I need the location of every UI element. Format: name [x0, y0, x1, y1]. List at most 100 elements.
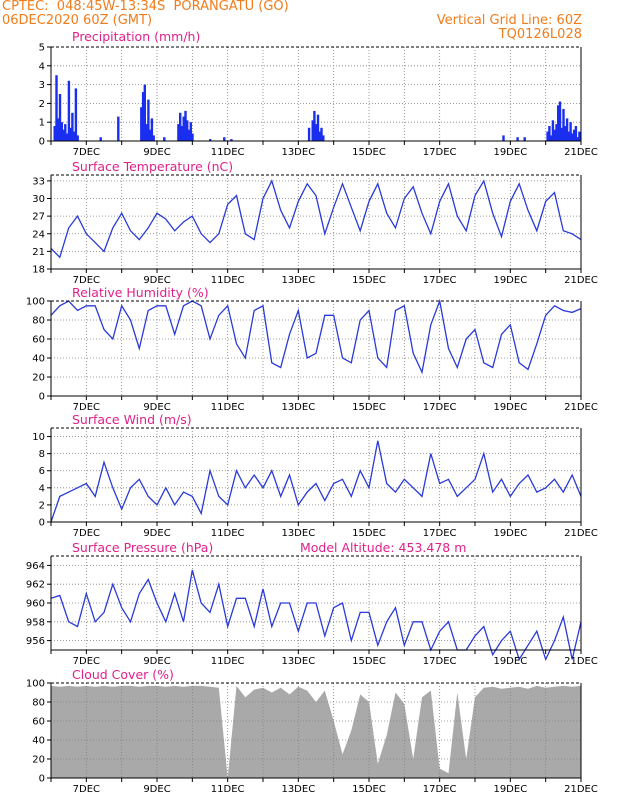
precip-bar: [548, 126, 551, 141]
precip-bar: [65, 133, 69, 141]
precip-bar: [553, 129, 556, 141]
x-tick-label: 17DEC: [423, 656, 457, 667]
x-tick-label: 19DEC: [493, 656, 527, 667]
model-altitude-label: Model Altitude: 453.478 m: [300, 540, 466, 555]
precip-bar: [516, 137, 519, 141]
precip-bar: [140, 107, 143, 141]
header-model-code: TQ0126L028: [498, 27, 582, 42]
x-tick-label: 15DEC: [352, 275, 386, 286]
precip-bar: [558, 101, 562, 141]
y-tick-label: 4: [39, 61, 45, 72]
x-tick-label: 17DEC: [423, 528, 457, 539]
x-tick-label: 7DEC: [73, 275, 100, 286]
precip-bar: [546, 131, 549, 141]
y-tick-label: 10: [32, 432, 45, 443]
precip-bar: [209, 139, 212, 141]
x-tick-label: 7DEC: [73, 656, 100, 667]
series-line-1: [50, 179, 582, 259]
precip-bar: [318, 131, 321, 141]
x-tick-label: 7DEC: [73, 147, 100, 158]
y-tick-label: 33: [32, 176, 45, 187]
x-tick-label: 17DEC: [423, 784, 457, 795]
precip-bar: [523, 137, 526, 141]
precip-bar: [191, 133, 194, 141]
y-tick-label: 80: [32, 316, 45, 327]
x-tick-label: 17DEC: [423, 147, 457, 158]
precip-bar: [564, 126, 567, 141]
precip-bar: [315, 124, 318, 141]
panel-title-1: Surface Temperature (nC): [72, 159, 233, 174]
precip-bar: [179, 112, 182, 141]
y-tick-label: 0: [39, 137, 45, 148]
series-line-3: [50, 440, 582, 523]
y-tick-label: 964: [26, 561, 45, 572]
y-tick-label: 0: [39, 518, 45, 529]
precip-bar: [313, 110, 316, 141]
y-tick-label: 3: [39, 80, 45, 91]
x-tick-label: 13DEC: [281, 147, 315, 158]
precip-bar: [578, 131, 581, 141]
precip-bar: [143, 84, 146, 141]
precip-bar: [316, 114, 320, 141]
precip-bar: [67, 80, 71, 141]
x-tick-label: 11DEC: [211, 275, 245, 286]
precip-bar: [311, 120, 314, 141]
y-tick-label: 20: [32, 373, 45, 384]
precip-bar: [58, 94, 62, 141]
x-tick-label: 9DEC: [143, 275, 170, 286]
x-tick-label: 11DEC: [211, 402, 245, 413]
y-tick-label: 24: [32, 229, 45, 240]
x-tick-label: 19DEC: [493, 275, 527, 286]
precip-bar: [502, 135, 505, 141]
precip-bar: [571, 133, 574, 141]
precip-bar: [223, 137, 226, 141]
precip-bar: [187, 129, 191, 141]
precip-bar: [69, 127, 72, 141]
x-tick-label: 19DEC: [493, 147, 527, 158]
precip-bar: [551, 120, 555, 141]
y-tick-label: 40: [32, 354, 45, 365]
precip-bar: [76, 135, 79, 141]
y-tick-label: 18: [32, 265, 45, 276]
y-tick-label: 27: [32, 212, 45, 223]
x-tick-label: 19DEC: [493, 528, 527, 539]
y-tick-label: 958: [26, 617, 45, 628]
x-tick-label: 13DEC: [281, 528, 315, 539]
precip-bar: [320, 127, 323, 141]
cloud-cover-area: [51, 685, 581, 778]
y-tick-label: 100: [26, 297, 45, 308]
precip-bar: [71, 112, 74, 141]
precip-bar: [148, 129, 152, 141]
precip-bar: [230, 139, 233, 141]
precip-bar: [180, 126, 184, 141]
x-tick-label: 21DEC: [564, 656, 598, 667]
x-tick-label: 11DEC: [211, 656, 245, 667]
x-tick-label: 11DEC: [211, 528, 245, 539]
x-tick-label: 17DEC: [423, 275, 457, 286]
x-tick-label: 13DEC: [281, 784, 315, 795]
y-tick-label: 4: [39, 483, 45, 494]
precip-bar: [55, 75, 58, 141]
x-tick-label: 15DEC: [352, 784, 386, 795]
precip-bar: [117, 116, 120, 141]
precip-bar: [99, 137, 102, 141]
y-tick-label: 0: [39, 774, 45, 785]
precip-bar: [182, 116, 185, 141]
x-tick-label: 9DEC: [143, 656, 170, 667]
precip-bar: [572, 129, 576, 141]
x-tick-label: 9DEC: [143, 147, 170, 158]
panel-title-5: Cloud Cover (%): [72, 667, 174, 682]
x-tick-label: 15DEC: [352, 147, 386, 158]
y-tick-label: 960: [26, 599, 45, 610]
series-line-4: [50, 569, 582, 662]
precip-bar: [555, 124, 558, 141]
x-tick-label: 19DEC: [493, 402, 527, 413]
y-tick-label: 60: [32, 335, 45, 346]
y-tick-label: 956: [26, 636, 45, 647]
header-date: 06DEC2020 60Z (GMT): [2, 13, 153, 28]
precip-bar: [64, 124, 67, 141]
header-station: CPTEC: 048:45W-13:34S PORANGATU (GO): [2, 0, 289, 14]
y-tick-label: 0: [39, 392, 45, 403]
y-tick-label: 40: [32, 736, 45, 747]
y-tick-label: 2: [39, 99, 45, 110]
